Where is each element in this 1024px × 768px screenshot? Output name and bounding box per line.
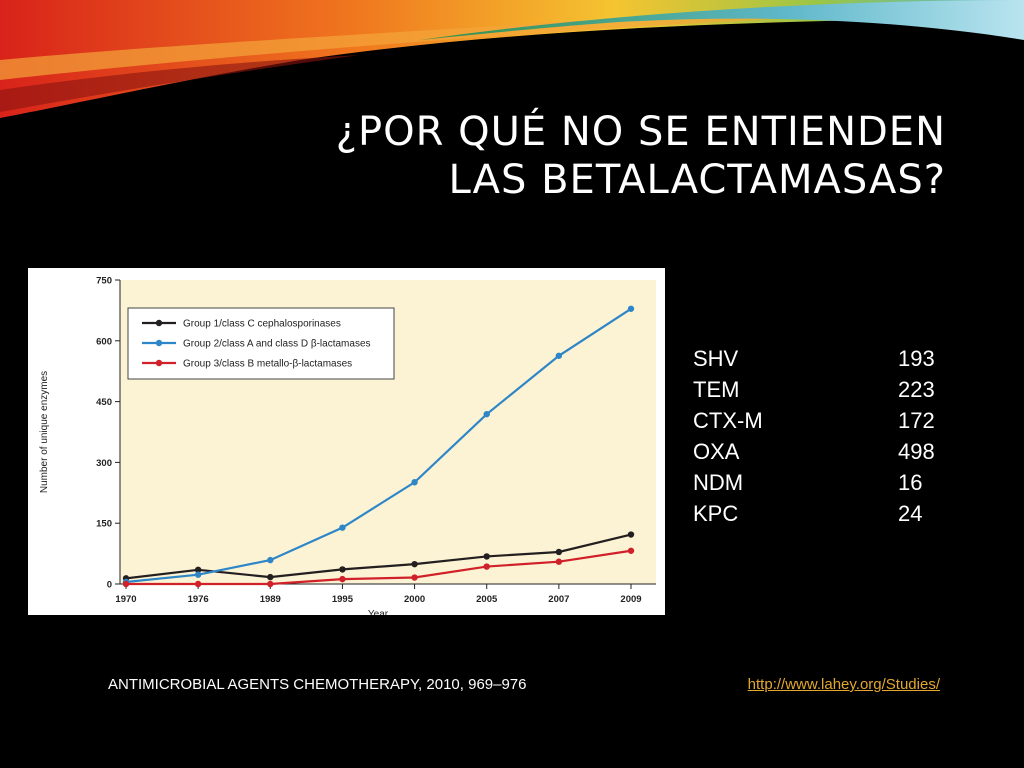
table-row: OXA 498 [693, 436, 943, 467]
enzyme-name: KPC [693, 501, 739, 526]
decorative-wave-banner [0, 0, 1024, 118]
data-point-group-2 [267, 556, 274, 564]
y-tick-label: 600 [96, 336, 112, 347]
data-point-group-1 [194, 566, 202, 574]
data-point-group-1 [411, 560, 418, 568]
data-point-group-2 [555, 352, 563, 359]
table-row: SHV 193 [693, 343, 943, 374]
enzyme-count: 223 [898, 377, 935, 402]
title-line-1: ¿Por qué no se entienden [335, 109, 946, 155]
source-citation: ANTIMICROBIAL AGENTS CHEMOTHERAPY, 2010,… [108, 676, 527, 693]
x-axis-label: Year [368, 609, 389, 615]
x-tick-label: 2007 [548, 594, 569, 605]
data-point-group-3 [122, 580, 130, 588]
legend-swatch-marker [155, 359, 163, 367]
enzyme-count: 193 [898, 346, 935, 371]
data-point-group-3 [483, 563, 490, 570]
x-tick-label: 2009 [620, 594, 641, 605]
data-point-group-2 [483, 410, 490, 418]
table-row: NDM 16 [693, 467, 943, 498]
data-point-group-1 [627, 531, 635, 538]
enzyme-name: NDM [693, 470, 744, 495]
data-point-group-3 [411, 574, 418, 581]
title-line-2: las betalactamasas? [448, 157, 946, 203]
y-axis-label: Number of unique enzymes [39, 371, 50, 493]
y-tick-label: 450 [96, 397, 112, 408]
data-point-group-1 [267, 573, 274, 581]
x-tick-label: 1976 [188, 594, 209, 605]
data-point-group-1 [555, 548, 563, 556]
y-tick-label: 150 [96, 519, 112, 530]
x-tick-label: 2005 [476, 594, 498, 605]
series-line-group-3 [126, 549, 632, 586]
data-point-group-1 [339, 566, 346, 573]
y-tick-label: 750 [96, 276, 112, 287]
data-point-group-3 [339, 575, 346, 583]
enzyme-count: 16 [898, 470, 923, 495]
x-tick-label: 2000 [404, 594, 425, 605]
enzyme-name: SHV [693, 346, 739, 371]
chart-image-panel: 0 150 300 450 600 750 1970 1976 1989 1995 2000 2005… [28, 268, 665, 615]
legend-entry: Group 1/class C cephalosporinases [183, 319, 341, 330]
data-point-group-3 [194, 580, 202, 588]
enzyme-count-table: SHV 193 TEM 223 CTX-M 172 OXA 498 NDM 16… [693, 343, 943, 529]
data-point-group-2 [194, 571, 202, 578]
x-tick-label: 1989 [260, 594, 281, 605]
series-line-group-1 [125, 533, 632, 580]
enzyme-name: CTX-M [693, 408, 763, 433]
enzyme-count: 24 [898, 501, 923, 526]
enzyme-name: TEM [693, 377, 740, 402]
enzyme-name: OXA [693, 439, 740, 464]
table-row: CTX-M 172 [693, 405, 943, 436]
data-point-group-3 [267, 580, 274, 588]
table-row: TEM 223 [693, 374, 943, 405]
data-point-group-2 [411, 479, 418, 486]
enzymes-line-chart: 0 150 300 450 600 750 1970 1976 1989 1995 2000 2005… [39, 276, 656, 615]
data-point-group-3 [627, 547, 635, 554]
data-point-group-3 [555, 558, 563, 565]
y-tick-label: 300 [96, 458, 112, 469]
legend-entry: Group 3/class B metallo-β-lactamases [183, 359, 352, 370]
table-row: KPC 24 [693, 498, 943, 529]
enzyme-count: 172 [898, 408, 935, 433]
enzyme-count: 498 [898, 439, 935, 464]
data-point-group-1 [483, 553, 490, 560]
legend-entry: Group 2/class A and class D β-lactamases [183, 339, 371, 350]
x-tick-label: 1995 [332, 594, 354, 605]
data-point-group-2 [627, 305, 635, 312]
legend-swatch-marker [155, 319, 163, 327]
data-point-group-2 [339, 524, 346, 531]
y-tick-label: 0 [107, 580, 112, 591]
x-tick-label: 1970 [115, 594, 136, 605]
series-line-group-2 [125, 307, 632, 584]
legend-swatch-marker [155, 339, 163, 347]
source-link[interactable]: http://www.lahey.org/Studies/ [747, 676, 940, 693]
slide-title: ¿Por qué no se entienden las betalactama… [336, 108, 946, 204]
